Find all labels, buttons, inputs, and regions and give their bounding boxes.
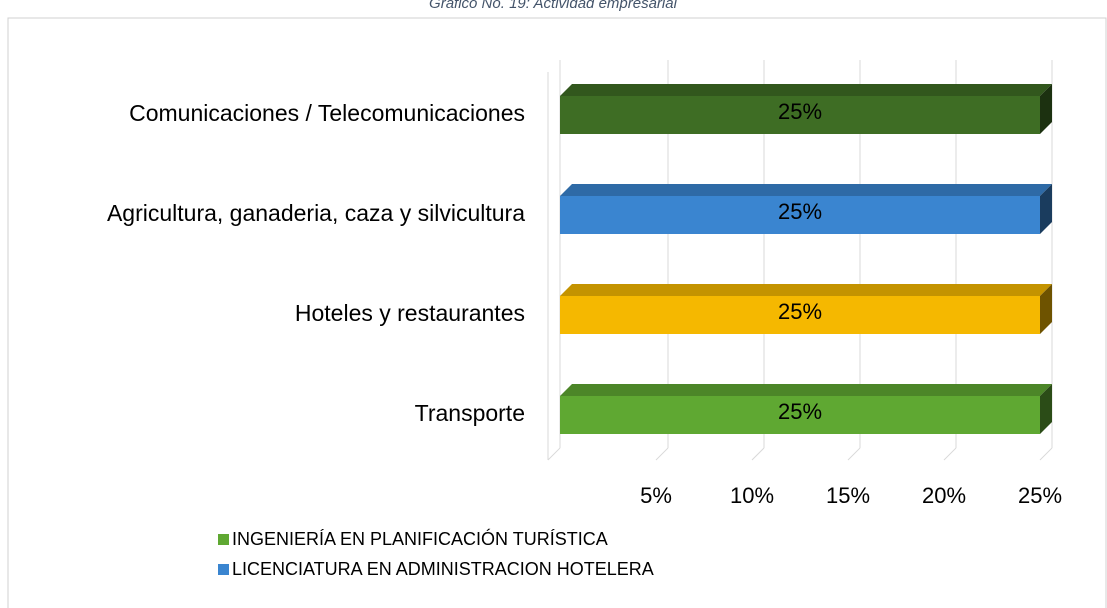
legend-swatch bbox=[218, 564, 229, 575]
bar bbox=[560, 396, 1040, 434]
bar bbox=[560, 196, 1040, 234]
x-tick-label: 5% bbox=[640, 483, 672, 508]
category-label: Hoteles y restaurantes bbox=[295, 300, 525, 326]
bar-side bbox=[1040, 84, 1052, 134]
bar-top bbox=[560, 284, 1052, 296]
bar-top bbox=[560, 84, 1052, 96]
chart-frame bbox=[7, 17, 1107, 608]
value-label: 25% bbox=[778, 199, 822, 224]
x-tick-label: 20% bbox=[922, 483, 966, 508]
x-tick-label: 25% bbox=[1018, 483, 1062, 508]
legend-swatch bbox=[218, 534, 229, 545]
grid-line bbox=[1039, 447, 1053, 461]
grid-line bbox=[943, 447, 957, 461]
grid-line bbox=[847, 447, 861, 461]
category-label: Comunicaciones / Telecomunicaciones bbox=[129, 100, 525, 126]
grid-line bbox=[655, 447, 669, 461]
legend-label: LICENCIATURA EN ADMINISTRACION HOTELERA bbox=[232, 559, 654, 579]
chart-title: Gráfico No. 19: Actividad empresarial bbox=[429, 0, 678, 12]
value-label: 25% bbox=[778, 99, 822, 124]
grid-line bbox=[751, 447, 765, 461]
legend-label: INGENIERÍA EN PLANIFICACIÓN TURÍSTICA bbox=[232, 528, 608, 549]
value-label: 25% bbox=[778, 299, 822, 324]
x-tick-label: 10% bbox=[730, 483, 774, 508]
category-label: Transporte bbox=[415, 400, 525, 426]
bar bbox=[560, 296, 1040, 334]
axis-floor bbox=[547, 447, 561, 461]
bar-top bbox=[560, 184, 1052, 196]
bar bbox=[560, 96, 1040, 134]
bar-side bbox=[1040, 384, 1052, 434]
x-tick-label: 15% bbox=[826, 483, 870, 508]
bar-top bbox=[560, 384, 1052, 396]
value-label: 25% bbox=[778, 399, 822, 424]
category-label: Agricultura, ganaderia, caza y silvicult… bbox=[107, 200, 525, 226]
bar-side bbox=[1040, 184, 1052, 234]
bar-side bbox=[1040, 284, 1052, 334]
